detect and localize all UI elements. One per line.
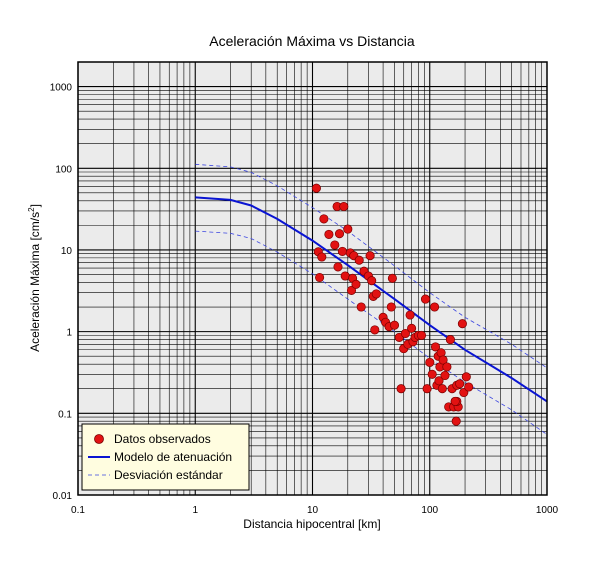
legend-label-model: Modelo de atenuación — [114, 450, 232, 464]
data-point — [339, 201, 349, 212]
data-point — [455, 379, 465, 389]
data-point — [437, 384, 447, 394]
data-point — [337, 246, 347, 256]
plot-frame — [77, 61, 548, 496]
data-point — [430, 342, 441, 352]
y-tick-label: 100 — [55, 164, 72, 175]
data-point — [324, 229, 334, 239]
y-tick-label: 1000 — [50, 83, 73, 94]
legend-label-points: Datos observados — [114, 432, 211, 446]
legend: Datos observados Modelo de atenuación De… — [81, 423, 250, 491]
data-point — [416, 330, 427, 340]
data-point — [422, 384, 432, 394]
data-point — [386, 302, 396, 312]
x-tick-label: 10 — [307, 505, 319, 516]
data-point — [387, 273, 397, 283]
data-point — [445, 335, 455, 345]
data-point — [461, 372, 471, 382]
x-tick-label: 1000 — [536, 505, 559, 516]
y-tick-labels: 0.01 0.1 1 10 100 1000 — [50, 83, 73, 502]
legend-label-std: Desviación estándar — [114, 468, 223, 482]
y-tick-label: 10 — [61, 246, 73, 257]
x-tick-label: 1 — [192, 505, 198, 516]
data-point — [389, 320, 400, 330]
data-point — [343, 224, 353, 234]
data-point — [334, 229, 345, 239]
data-point — [370, 325, 380, 335]
y-axis-label-tail: ] — [28, 204, 42, 207]
x-tick-labels: 0.1 1 10 100 1000 — [71, 505, 559, 516]
data-point — [333, 262, 343, 272]
x-axis-label: Distancia hipocentral [km] — [243, 517, 380, 531]
data-point — [438, 355, 448, 365]
legend-points-marker — [94, 434, 104, 444]
data-point — [425, 357, 435, 367]
y-tick-label: 0.01 — [53, 491, 73, 502]
y-axis-label-sup: 2 — [27, 207, 36, 212]
data-point — [440, 370, 450, 381]
data-point — [371, 289, 381, 299]
data-point — [356, 302, 366, 312]
data-point — [311, 183, 321, 193]
y-axis-label: Aceleración Máxima [cm/s2] — [27, 204, 42, 352]
y-axis-label-main: Aceleración Máxima [cm/s — [28, 212, 42, 352]
x-tick-label: 0.1 — [71, 505, 85, 516]
x-tick-label: 100 — [421, 505, 438, 516]
data-point — [319, 214, 329, 224]
data-point — [351, 279, 361, 289]
data-point — [434, 376, 444, 386]
data-point — [330, 240, 340, 250]
observed-points — [311, 183, 474, 426]
data-point — [420, 294, 431, 304]
data-point — [405, 310, 415, 320]
data-point — [354, 255, 364, 265]
data-point — [315, 272, 325, 283]
data-point — [365, 251, 375, 261]
std-line-lower — [195, 230, 548, 435]
y-tick-label: 0.1 — [58, 409, 72, 420]
data-point — [367, 276, 377, 286]
data-point — [457, 319, 467, 329]
data-point — [451, 416, 461, 426]
y-tick-label: 1 — [66, 328, 72, 339]
data-point — [450, 396, 460, 406]
chart-title: Aceleración Máxima vs Distancia — [209, 33, 415, 49]
attenuation-model-line — [195, 196, 548, 403]
data-point — [464, 382, 474, 392]
data-point — [396, 384, 406, 394]
data-point — [317, 252, 327, 262]
data-point — [400, 328, 410, 339]
data-point — [407, 323, 417, 333]
data-point — [430, 302, 440, 312]
data-point — [427, 369, 437, 379]
model-line-path — [195, 196, 548, 403]
data-point — [442, 362, 452, 372]
data-point — [346, 285, 357, 295]
